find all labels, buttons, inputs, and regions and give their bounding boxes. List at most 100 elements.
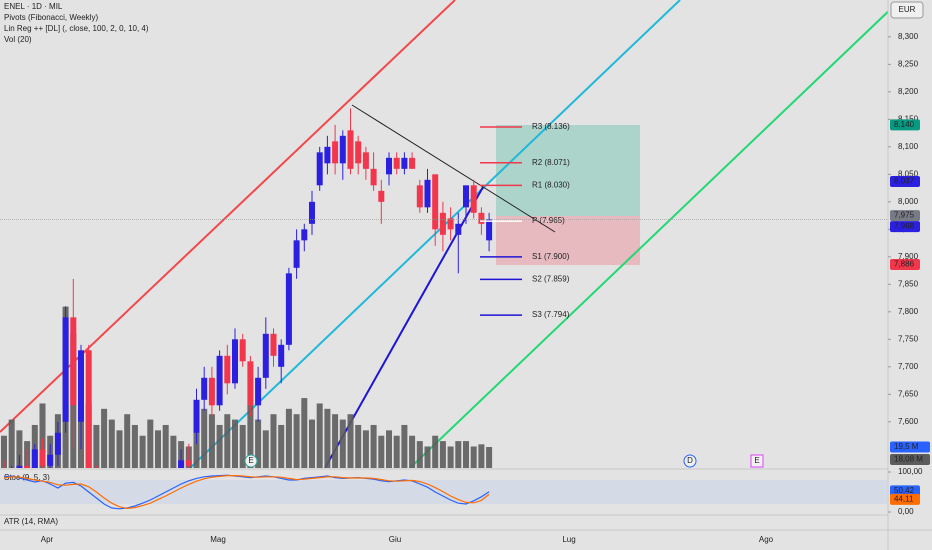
- volume-bar: [1, 435, 7, 468]
- volume-bar: [131, 424, 138, 468]
- oscillator-label: 50,42: [894, 486, 915, 495]
- volume-bar: [162, 424, 169, 468]
- currency[interactable]: EUR: [899, 5, 916, 14]
- volume-bar: [208, 414, 215, 468]
- candle-body: [486, 219, 493, 241]
- candle-body: [301, 229, 308, 241]
- candle-body: [386, 157, 392, 175]
- volume-bar: [170, 435, 177, 468]
- volume-bar: [309, 419, 315, 468]
- volume-bar: [416, 441, 423, 468]
- y-tick-label: 7,600: [898, 417, 919, 426]
- y-tick-label: 8,250: [898, 59, 919, 68]
- volume-bar: [463, 441, 469, 468]
- volume-bar: [432, 435, 439, 468]
- volume-bar: [370, 424, 377, 468]
- volume-bar: [293, 414, 300, 468]
- x-tick-label: Lug: [562, 535, 575, 544]
- candle-body: [255, 377, 262, 406]
- y-tick-label: 0,00: [898, 507, 914, 516]
- volume-label-box: [890, 454, 930, 466]
- volume-bar: [355, 424, 362, 468]
- volume-bar: [39, 403, 46, 468]
- candle-body: [424, 179, 431, 208]
- volume-bar: [486, 447, 493, 468]
- x-tick-label: Mag: [210, 535, 226, 544]
- volume-bar: [270, 414, 277, 468]
- price-label-box: [890, 210, 920, 222]
- volume-bar: [478, 444, 485, 468]
- x-tick-label: Apr: [41, 535, 54, 544]
- volume-label-box: [890, 441, 930, 453]
- volume-bar: [324, 408, 331, 468]
- volume-bar: [139, 435, 146, 468]
- candle-body: [193, 399, 200, 433]
- candle-body: [70, 317, 77, 406]
- pivot-label: S3 (7.794): [532, 310, 570, 319]
- volume-label: 19,5 M: [894, 442, 919, 451]
- candle-body: [455, 223, 462, 235]
- candle-body: [470, 185, 477, 213]
- volume-bar: [124, 414, 131, 468]
- volume-bar: [301, 398, 308, 468]
- volume-bar: [386, 430, 392, 468]
- target-zone: [496, 125, 640, 216]
- volume-bar: [362, 430, 369, 468]
- volume-bar: [339, 419, 346, 468]
- candle-body: [185, 460, 192, 466]
- price-label-box: [890, 221, 920, 233]
- currency-box[interactable]: [890, 1, 924, 19]
- event-label: E: [248, 456, 253, 465]
- volume-bar: [93, 424, 100, 468]
- volume-bar: [316, 403, 323, 468]
- channel-lower: [409, 10, 888, 468]
- candle-body: [416, 185, 423, 208]
- pivot-label: R1 (8.030): [532, 180, 570, 189]
- volume-label: 18,08 M: [894, 455, 923, 464]
- candle-body: [378, 190, 385, 202]
- volume-bar: [262, 430, 269, 468]
- price-label: 8,140: [894, 120, 915, 129]
- volume-bar: [401, 424, 408, 468]
- candle-body: [285, 273, 292, 345]
- price-label-box: [890, 119, 920, 131]
- oscillator-label-box: [890, 485, 920, 497]
- volume-bar: [439, 441, 446, 468]
- candle-body: [54, 432, 61, 455]
- event-label: D: [687, 456, 693, 465]
- price-label-box: [890, 259, 920, 271]
- indicator-label: ATR (14, RMA): [4, 517, 58, 526]
- y-tick-label: 7,850: [898, 279, 919, 288]
- candle-body: [201, 377, 208, 400]
- volume-bar: [101, 408, 108, 468]
- price-label-box: [890, 175, 920, 187]
- price-label: 7,975: [894, 211, 915, 220]
- pivot-label: S1 (7.900): [532, 252, 570, 261]
- volume-bar: [424, 446, 431, 468]
- volume-bar: [155, 430, 161, 468]
- candle-body: [178, 460, 185, 468]
- candle-body: [39, 449, 46, 466]
- volume-bar: [332, 414, 339, 468]
- indicator-label: Stoc (9, 5, 3): [4, 473, 50, 482]
- y-tick-label: 7,900: [898, 252, 919, 261]
- candle-body: [293, 240, 300, 268]
- price-label: 7,968: [894, 222, 915, 231]
- y-tick-label: 7,650: [898, 389, 919, 398]
- volume-bar: [347, 414, 354, 468]
- candle-body: [247, 361, 254, 406]
- oscillator-line: [3, 475, 490, 510]
- y-tick-label: 7,700: [898, 362, 919, 371]
- candle-body: [62, 317, 69, 422]
- volume-bar: [147, 419, 154, 468]
- y-tick-label: 8,300: [898, 32, 919, 41]
- candle-body: [355, 141, 362, 164]
- y-tick-label: 8,150: [898, 114, 919, 123]
- volume-bar: [16, 430, 23, 468]
- volume-bar: [255, 419, 262, 468]
- chart-title: ENEL · 1D · MIL: [4, 2, 63, 11]
- oscillator-label-box: [890, 493, 920, 505]
- candle-body: [478, 212, 485, 224]
- candle-body: [262, 333, 269, 378]
